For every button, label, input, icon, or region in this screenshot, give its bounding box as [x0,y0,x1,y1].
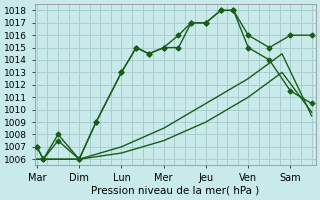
X-axis label: Pression niveau de la mer( hPa ): Pression niveau de la mer( hPa ) [91,186,260,196]
